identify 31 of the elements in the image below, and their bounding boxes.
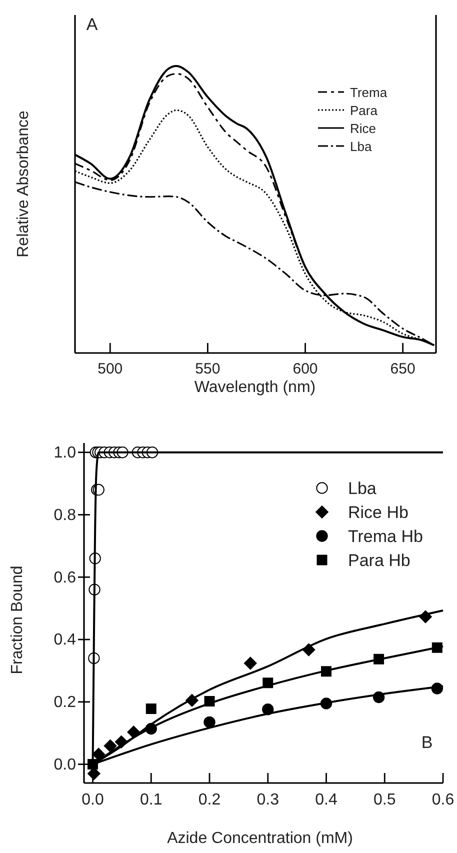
x-tick-label: 600 (292, 360, 318, 378)
x-tick-label: 550 (195, 360, 220, 378)
x-tick-label: 0.1 (140, 791, 162, 808)
x-tick-label: 0.5 (374, 791, 396, 808)
legend-label: Trema Hb (348, 527, 423, 546)
legend-label: Lba (348, 479, 377, 498)
text: A (86, 15, 98, 34)
legend-label: Rice Hb (348, 503, 408, 522)
x-axis-title: Wavelength (nm) (194, 379, 316, 396)
y-tick-label: 1.0 (54, 444, 76, 462)
legend-label: Lba (350, 139, 372, 154)
x-tick-label: 650 (390, 360, 416, 378)
x-tick-label: 0.4 (315, 791, 338, 808)
y-tick-label: 0.4 (54, 632, 76, 649)
y-axis-title: Fraction Bound (9, 566, 26, 674)
annotation: B (421, 733, 433, 752)
y-tick-label: 0.8 (54, 506, 76, 524)
x-tick-label: 0.6 (432, 791, 454, 808)
y-axis-title: Relative Absorbance (15, 110, 32, 258)
x-tick-label: 0.3 (256, 791, 280, 808)
y-tick-label: 0.2 (54, 694, 76, 712)
y-tick-label: 0.0 (54, 756, 76, 774)
x-tick-label: 0.2 (198, 791, 221, 808)
x-axis-title: Azide Concentration (mM) (167, 830, 353, 847)
legend-label: Trema (350, 85, 388, 100)
legend-label: Para Hb (348, 551, 410, 570)
x-tick-label: 0.0 (82, 791, 104, 808)
legend-label: Para (350, 103, 378, 118)
x-tick-label: 500 (98, 360, 123, 378)
legend-label: Rice (350, 121, 376, 136)
y-tick-label: 0.6 (54, 569, 76, 586)
